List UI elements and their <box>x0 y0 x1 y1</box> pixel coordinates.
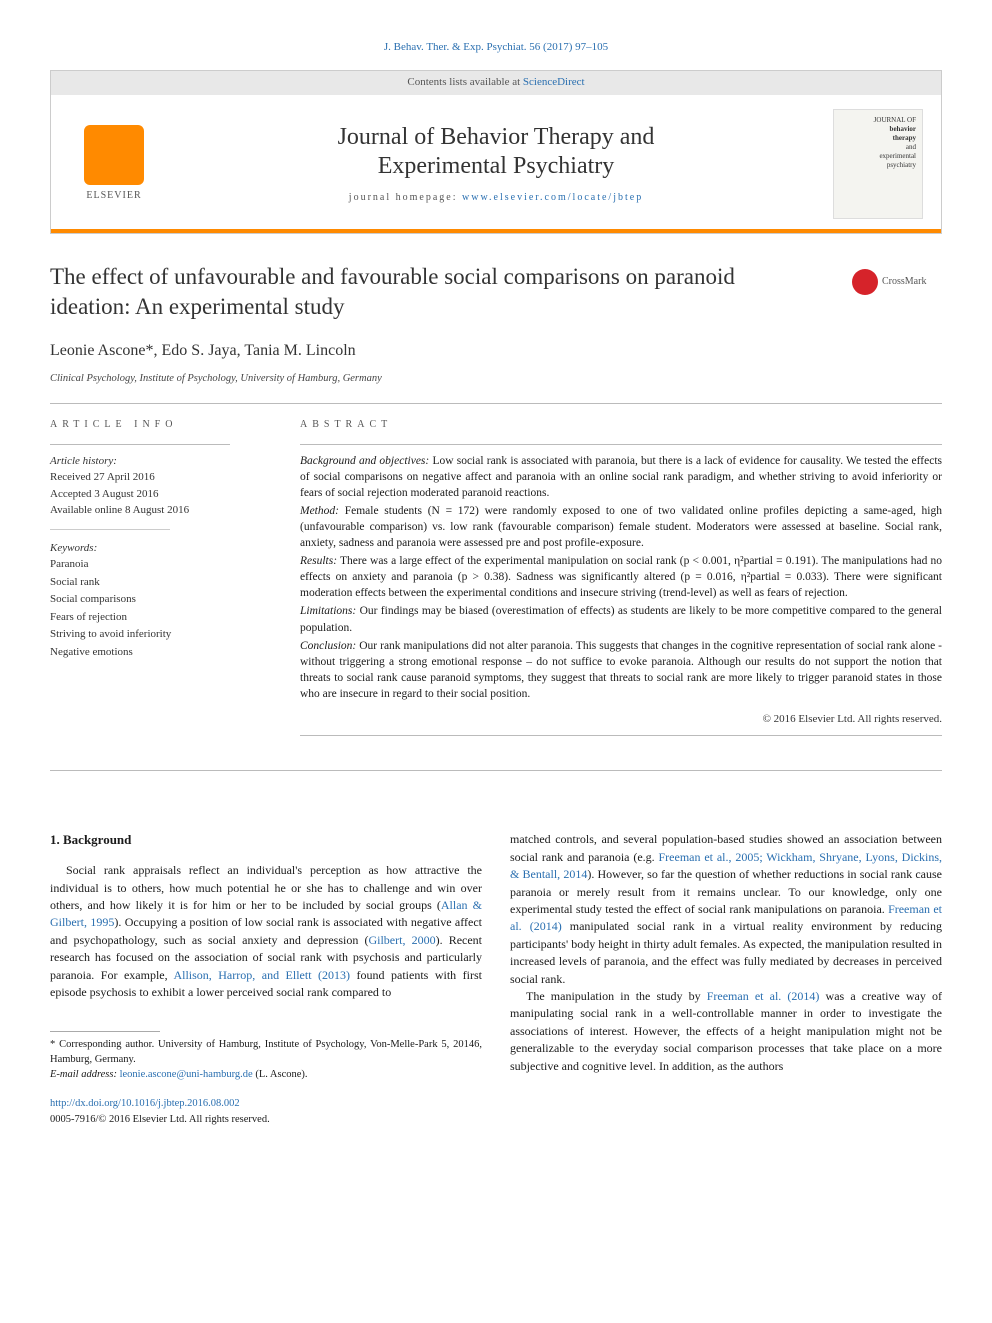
cover-line: experimental <box>840 152 916 161</box>
cover-line: behavior <box>840 125 916 134</box>
contents-bar: Contents lists available at ScienceDirec… <box>51 71 941 94</box>
elsevier-logo: ELSEVIER <box>69 119 159 209</box>
homepage-link[interactable]: www.elsevier.com/locate/jbtep <box>462 192 643 203</box>
divider <box>50 444 230 445</box>
body-text-fragment: The manipulation in the study by <box>526 989 707 1003</box>
journal-name-line1: Journal of Behavior Therapy and <box>338 124 655 150</box>
abstract-label: ABSTRACT <box>300 418 942 432</box>
article-info-label: ARTICLE INFO <box>50 418 270 432</box>
journal-name: Journal of Behavior Therapy and Experime… <box>159 123 833 181</box>
homepage-label: journal homepage: <box>349 192 462 203</box>
abstract-conclusion: Our rank manipulations did not alter par… <box>300 640 942 700</box>
authors-line: Leonie Ascone*, Edo S. Jaya, Tania M. Li… <box>50 340 942 362</box>
cover-line: therapy <box>840 134 916 143</box>
body-column-right: matched controls, and several population… <box>510 831 942 1126</box>
accepted-date: Accepted 3 August 2016 <box>50 486 270 503</box>
divider <box>50 403 942 404</box>
abstract-conclusion-label: Conclusion: <box>300 640 356 652</box>
abstract-method: Female students (N = 172) were randomly … <box>300 505 942 549</box>
footnote-rule <box>50 1031 160 1032</box>
corresponding-author-footer: * Corresponding author. University of Ha… <box>50 1031 482 1082</box>
email-label: E-mail address: <box>50 1069 120 1080</box>
received-date: Received 27 April 2016 <box>50 469 270 486</box>
cover-line: JOURNAL OF <box>840 116 916 125</box>
elsevier-label: ELSEVIER <box>86 189 141 203</box>
keyword-item: Paranoia <box>50 556 270 573</box>
affiliation: Clinical Psychology, Institute of Psycho… <box>50 372 942 387</box>
body-text: 1. Background Social rank appraisals ref… <box>50 831 942 1126</box>
sciencedirect-link[interactable]: ScienceDirect <box>523 76 585 88</box>
crossmark-icon <box>852 269 878 295</box>
copyright-line: © 2016 Elsevier Ltd. All rights reserved… <box>300 712 942 727</box>
divider <box>300 735 942 736</box>
email-suffix: (L. Ascone). <box>253 1069 308 1080</box>
keyword-item: Fears of rejection <box>50 609 270 626</box>
journal-homepage: journal homepage: www.elsevier.com/locat… <box>159 191 833 205</box>
corresponding-address: * Corresponding author. University of Ha… <box>50 1038 482 1067</box>
journal-cover-thumbnail: JOURNAL OF behavior therapy and experime… <box>833 109 923 219</box>
abstract-text: Background and objectives: Low social ra… <box>300 453 942 702</box>
citation-link[interactable]: Freeman et al. (2014) <box>707 989 820 1003</box>
header-accent-bar <box>51 229 941 233</box>
cover-line: and <box>840 143 916 152</box>
keywords-label: Keywords: <box>50 540 270 557</box>
doi-link[interactable]: http://dx.doi.org/10.1016/j.jbtep.2016.0… <box>50 1098 240 1109</box>
citation-link[interactable]: Gilbert, 2000 <box>368 933 435 947</box>
keyword-item: Social rank <box>50 574 270 591</box>
issn-line: 0005-7916/© 2016 Elsevier Ltd. All right… <box>50 1114 270 1125</box>
abstract-results-label: Results: <box>300 555 337 567</box>
body-column-left: 1. Background Social rank appraisals ref… <box>50 831 482 1126</box>
journal-name-line2: Experimental Psychiatry <box>378 153 615 179</box>
divider <box>50 529 170 530</box>
crossmark-badge[interactable]: CrossMark <box>852 266 942 298</box>
email-link[interactable]: leonie.ascone@uni-hamburg.de <box>120 1069 253 1080</box>
abstract-method-label: Method: <box>300 505 339 517</box>
body-text-fragment: Social rank appraisals reflect an indivi… <box>50 863 482 912</box>
divider <box>300 444 942 445</box>
crossmark-label: CrossMark <box>882 275 926 289</box>
keyword-item: Striving to avoid inferiority <box>50 626 270 643</box>
article-title: The effect of unfavourable and favourabl… <box>50 262 810 322</box>
citation-header: J. Behav. Ther. & Exp. Psychiat. 56 (201… <box>50 40 942 55</box>
doi-block: http://dx.doi.org/10.1016/j.jbtep.2016.0… <box>50 1096 482 1126</box>
divider <box>50 770 942 771</box>
abstract-results: There was a large effect of the experime… <box>300 555 942 599</box>
history-label: Article history: <box>50 453 270 470</box>
elsevier-tree-icon <box>84 125 144 185</box>
cover-line: psychiatry <box>840 161 916 170</box>
section-heading: 1. Background <box>50 831 482 850</box>
keywords-list: Paranoia Social rank Social comparisons … <box>50 556 270 660</box>
abstract-limitations-label: Limitations: <box>300 605 356 617</box>
article-history: Article history: Received 27 April 2016 … <box>50 453 270 661</box>
abstract-limitations: Our findings may be biased (overestimati… <box>300 605 942 633</box>
body-text-fragment: manipulated social rank in a virtual rea… <box>510 919 942 985</box>
keyword-item: Negative emotions <box>50 644 270 661</box>
online-date: Available online 8 August 2016 <box>50 502 270 519</box>
abstract-bg-label: Background and objectives: <box>300 455 429 467</box>
contents-text: Contents lists available at <box>407 76 522 88</box>
keyword-item: Social comparisons <box>50 591 270 608</box>
citation-link[interactable]: Allison, Harrop, and Ellett (2013) <box>173 968 350 982</box>
journal-header: Contents lists available at ScienceDirec… <box>50 70 942 233</box>
